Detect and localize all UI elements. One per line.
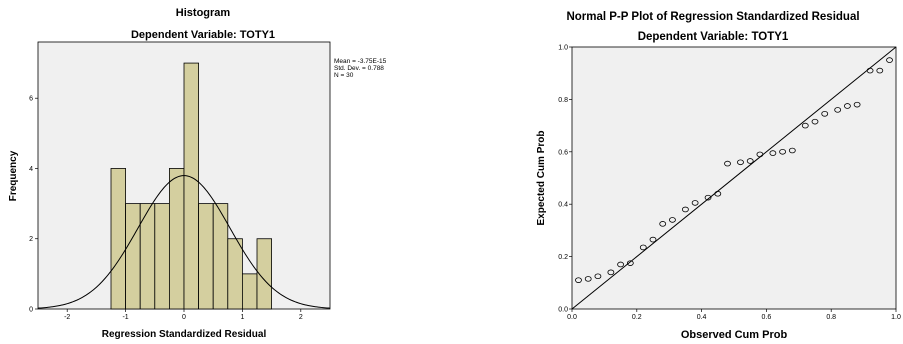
pp-point-12 xyxy=(691,200,699,206)
pp-point-5 xyxy=(617,261,624,268)
histogram-bar-11 xyxy=(256,238,273,310)
pp-point-28 xyxy=(866,67,874,74)
pp-point-6 xyxy=(626,260,634,266)
histogram-stats: Mean = -3.75E-15 Std. Dev. = 0.788 N = 3… xyxy=(334,58,387,79)
pp-y-tick-label: 0.2 xyxy=(558,254,568,261)
pp-plot-chart: Normal P-P Plot of Regression Standardiz… xyxy=(536,11,901,341)
histogram-y-tick-label: 0 xyxy=(29,307,33,314)
histogram-bar-9 xyxy=(227,238,243,310)
pp-x-tick-label: 0.2 xyxy=(632,314,642,321)
pp-point-30 xyxy=(886,57,893,63)
pp-point-16 xyxy=(737,159,744,166)
pp-y-tick-label: 0.4 xyxy=(558,202,568,209)
pp-x-tick-label: 0.6 xyxy=(762,314,772,321)
stat-mean: Mean = -3.75E-15 xyxy=(334,58,387,65)
pp-x-tick-label: 0.4 xyxy=(697,314,707,321)
pp-x-ticks: 0.0 0.2 0.4 0.6 0.8 1.0 xyxy=(567,309,901,321)
pp-point-21 xyxy=(788,147,796,154)
histogram-bar-1 xyxy=(110,168,126,310)
pp-y-axis-label: Expected Cum Prob xyxy=(536,130,547,225)
pp-point-7 xyxy=(639,244,647,251)
normal-curve xyxy=(37,175,331,309)
histogram-x-tick-label: 0 xyxy=(182,314,186,321)
stat-n: N = 30 xyxy=(334,72,354,79)
histogram-y-tick-label: 2 xyxy=(29,236,33,243)
pp-point-27 xyxy=(853,101,861,108)
histogram-bar-5 xyxy=(168,168,185,310)
pp-x-tick-label: 0.0 xyxy=(567,314,577,321)
pp-point-14 xyxy=(714,190,722,197)
pp-point-8 xyxy=(649,236,657,243)
histogram-bars xyxy=(110,62,273,310)
pp-point-26 xyxy=(844,103,851,109)
histogram-x-tick-label: 1 xyxy=(240,314,244,321)
pp-point-2 xyxy=(584,276,592,282)
pp-plot-subtitle: Dependent Variable: TOTY1 xyxy=(638,31,789,43)
histogram-x-tick-label: -1 xyxy=(122,314,128,321)
histogram-y-axis-label: Frequency xyxy=(8,150,19,201)
pp-point-3 xyxy=(594,273,602,280)
reference-line xyxy=(571,46,897,310)
pp-plot-title: Normal P-P Plot of Regression Standardiz… xyxy=(566,11,859,23)
pp-y-tick-label: 0.6 xyxy=(558,149,568,156)
pp-points xyxy=(575,57,893,283)
pp-point-20 xyxy=(779,149,786,155)
pp-point-13 xyxy=(704,194,712,201)
histogram-bar-10 xyxy=(241,273,258,310)
pp-point-25 xyxy=(834,107,842,113)
histogram-bar-2 xyxy=(125,203,141,310)
pp-y-tick-label: 1.0 xyxy=(558,45,568,52)
histogram-x-tick-label: 2 xyxy=(299,314,303,321)
pp-point-23 xyxy=(811,118,819,125)
pp-point-29 xyxy=(876,67,884,74)
pp-point-15 xyxy=(724,160,731,167)
histogram-y-tick-label: 6 xyxy=(29,96,33,103)
pp-y-tick-label: 0.8 xyxy=(558,97,568,104)
histogram-x-ticks: -2 -1 0 1 2 xyxy=(64,309,303,321)
histogram-bar-6 xyxy=(183,62,200,310)
stat-std-dev: Std. Dev. = 0.788 xyxy=(334,65,384,72)
pp-x-tick-label: 0.8 xyxy=(826,314,836,321)
pp-point-4 xyxy=(607,269,615,276)
histogram-bar-7 xyxy=(198,203,214,310)
pp-point-19 xyxy=(769,150,777,156)
pp-point-9 xyxy=(659,221,667,227)
pp-x-axis-label: Observed Cum Prob xyxy=(681,329,788,341)
histogram-x-tick-label: -2 xyxy=(64,314,70,321)
histogram-title: Histogram xyxy=(176,7,231,19)
pp-point-1 xyxy=(575,277,582,283)
pp-y-ticks: 0.0 0.2 0.4 0.6 0.8 1.0 xyxy=(558,45,572,314)
pp-point-22 xyxy=(801,122,809,129)
histogram-subtitle: Dependent Variable: TOTY1 xyxy=(131,29,275,41)
histogram-y-ticks: 0 2 4 6 xyxy=(29,96,38,314)
pp-point-24 xyxy=(821,111,829,117)
histogram-bar-4 xyxy=(154,203,170,310)
histogram-y-tick-label: 4 xyxy=(29,166,33,173)
pp-x-tick-label: 1.0 xyxy=(891,314,901,321)
pp-point-17 xyxy=(746,158,754,164)
histogram-chart: Histogram Dependent Variable: TOTY1 -2 -1… xyxy=(8,7,387,340)
pp-point-18 xyxy=(756,151,764,158)
pp-point-10 xyxy=(669,217,676,223)
histogram-x-axis-label: Regression Standardized Residual xyxy=(102,329,267,340)
pp-point-11 xyxy=(682,206,689,213)
pp-y-tick-label: 0.0 xyxy=(558,307,568,314)
